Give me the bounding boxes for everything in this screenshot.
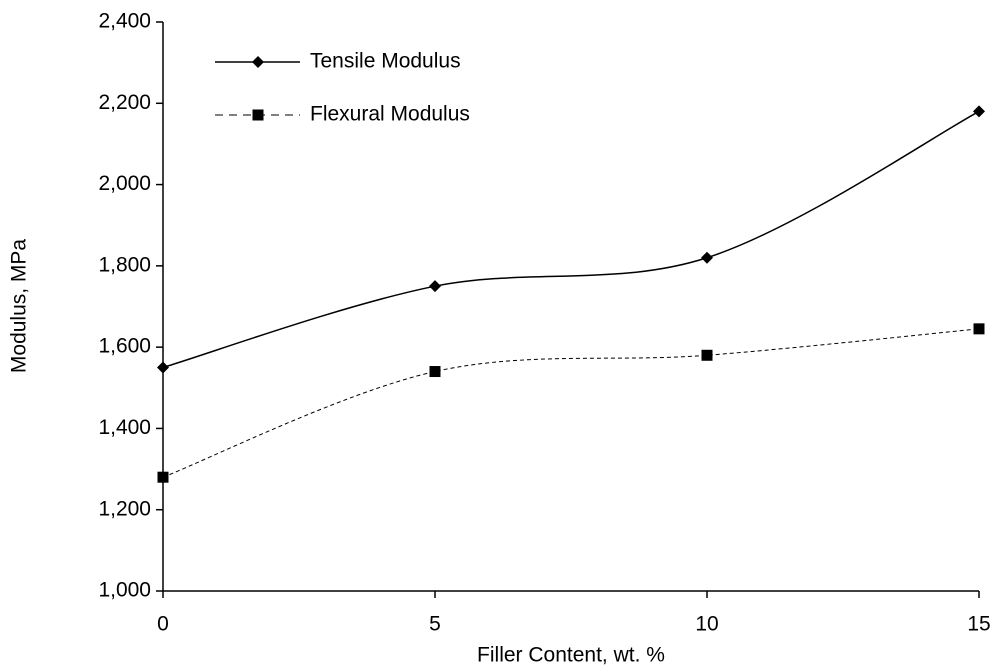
x-tick-label: 10: [695, 613, 718, 636]
series-line: [162, 110, 980, 369]
x-tick-label: 0: [157, 613, 169, 636]
marker: [701, 349, 713, 361]
y-tick-label: 2,000: [98, 172, 151, 195]
x-axis-title: Filler Content, wt. %: [477, 644, 665, 667]
legend-marker: [252, 56, 264, 68]
legend-marker: [252, 109, 264, 121]
y-tick-label: 2,400: [98, 10, 151, 33]
y-tick-label: 1,400: [98, 416, 151, 439]
marker: [701, 251, 713, 264]
y-tick-label: 1,800: [98, 253, 151, 276]
marker: [157, 471, 169, 483]
marker: [157, 361, 169, 374]
y-tick-label: 1,200: [98, 497, 151, 520]
marker: [973, 105, 985, 118]
x-tick-label: 15: [967, 613, 990, 636]
y-tick-label: 1,000: [98, 579, 151, 602]
series-line: [162, 328, 980, 478]
y-axis-title: Modulus, MPa: [8, 239, 31, 374]
y-tick-label: 1,600: [98, 335, 151, 358]
marker: [429, 280, 441, 293]
x-tick-label: 5: [429, 613, 441, 636]
legend-label: Flexural Modulus: [310, 103, 470, 126]
y-tick-label: 2,200: [98, 91, 151, 114]
marker: [429, 366, 441, 378]
legend-label: Tensile Modulus: [310, 50, 461, 73]
marker: [973, 323, 985, 335]
